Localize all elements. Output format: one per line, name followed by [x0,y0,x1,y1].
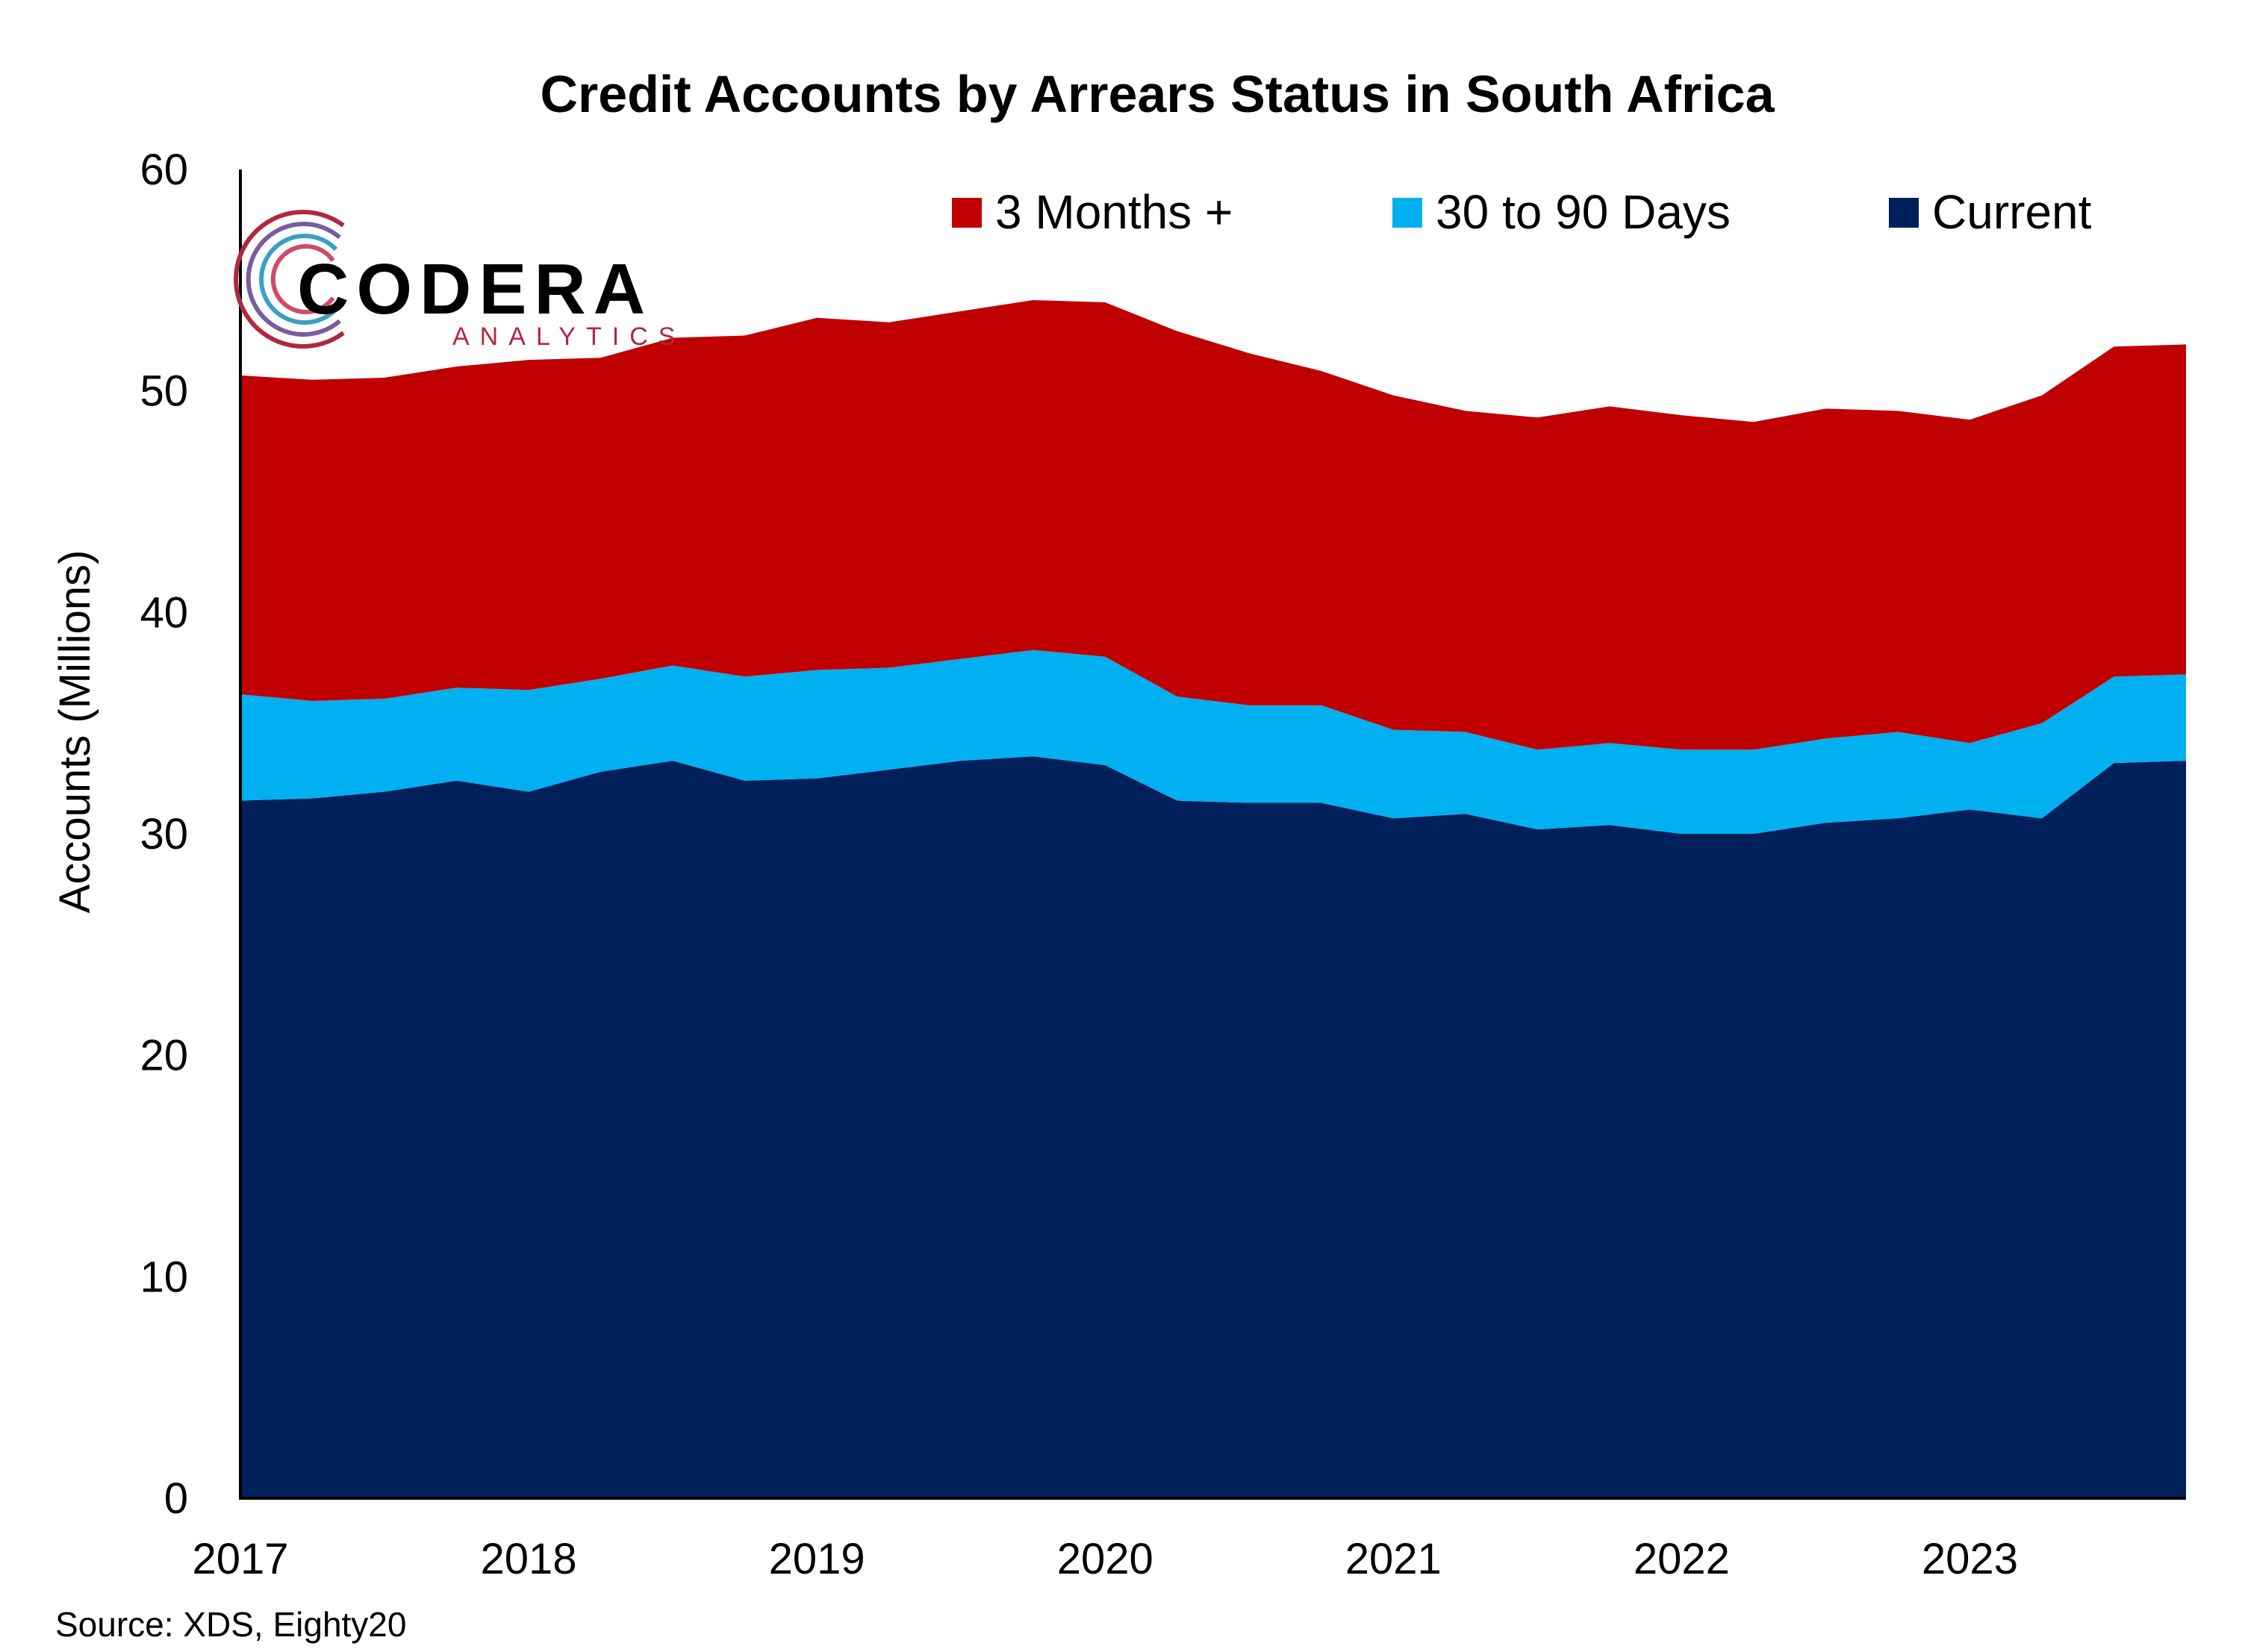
x-tick-labels: 2017 2018 2019 2020 2021 2022 2023 [192,1535,2017,1583]
y-tick-labels: 0 10 20 30 40 50 60 [140,146,188,1523]
x-tick-label: 2019 [769,1535,865,1583]
y-tick-label: 10 [140,1253,188,1301]
legend-label: Current [1932,185,2092,239]
legend-item: Current [1889,185,2092,239]
logo-wordmark: CODERA [297,249,653,329]
y-tick-label: 50 [140,367,188,416]
x-tick-label: 2022 [1634,1535,1730,1583]
area-30-to-90-days [240,649,2186,834]
codera-logo: CODERA ANALYTICS [234,210,685,351]
legend-label: 30 to 90 Days [1436,185,1731,239]
x-tick-label: 2018 [481,1535,577,1583]
legend-label: 3 Months + [995,185,1233,239]
codera-ring-icon [234,210,345,349]
legend: 3 Months + 30 to 90 Days Current [952,185,2092,239]
area-3-months [240,300,2186,750]
chart-title: Credit Accounts by Arrears Status in Sou… [540,65,1775,123]
legend-item: 30 to 90 Days [1392,185,1731,239]
y-tick-label: 0 [164,1474,188,1523]
y-tick-label: 60 [140,146,188,194]
logo-subtitle: ANALYTICS [452,322,685,351]
axes [239,169,2186,1500]
area-layers [240,300,2186,1498]
y-tick-label: 20 [140,1032,188,1080]
legend-swatch [1392,198,1422,228]
y-axis-label: Accounts (Millions) [51,550,99,914]
x-tick-label: 2020 [1057,1535,1153,1583]
area-current [240,756,2186,1498]
x-tick-label: 2017 [192,1535,288,1583]
x-tick-label: 2021 [1345,1535,1442,1583]
legend-swatch [1889,198,1919,228]
y-tick-label: 30 [140,810,188,858]
source-note: Source: XDS, Eighty20 [55,1605,406,1644]
x-tick-label: 2023 [1922,1535,2018,1583]
y-tick-label: 40 [140,588,188,637]
legend-swatch [952,198,982,228]
legend-item: 3 Months + [952,185,1233,239]
